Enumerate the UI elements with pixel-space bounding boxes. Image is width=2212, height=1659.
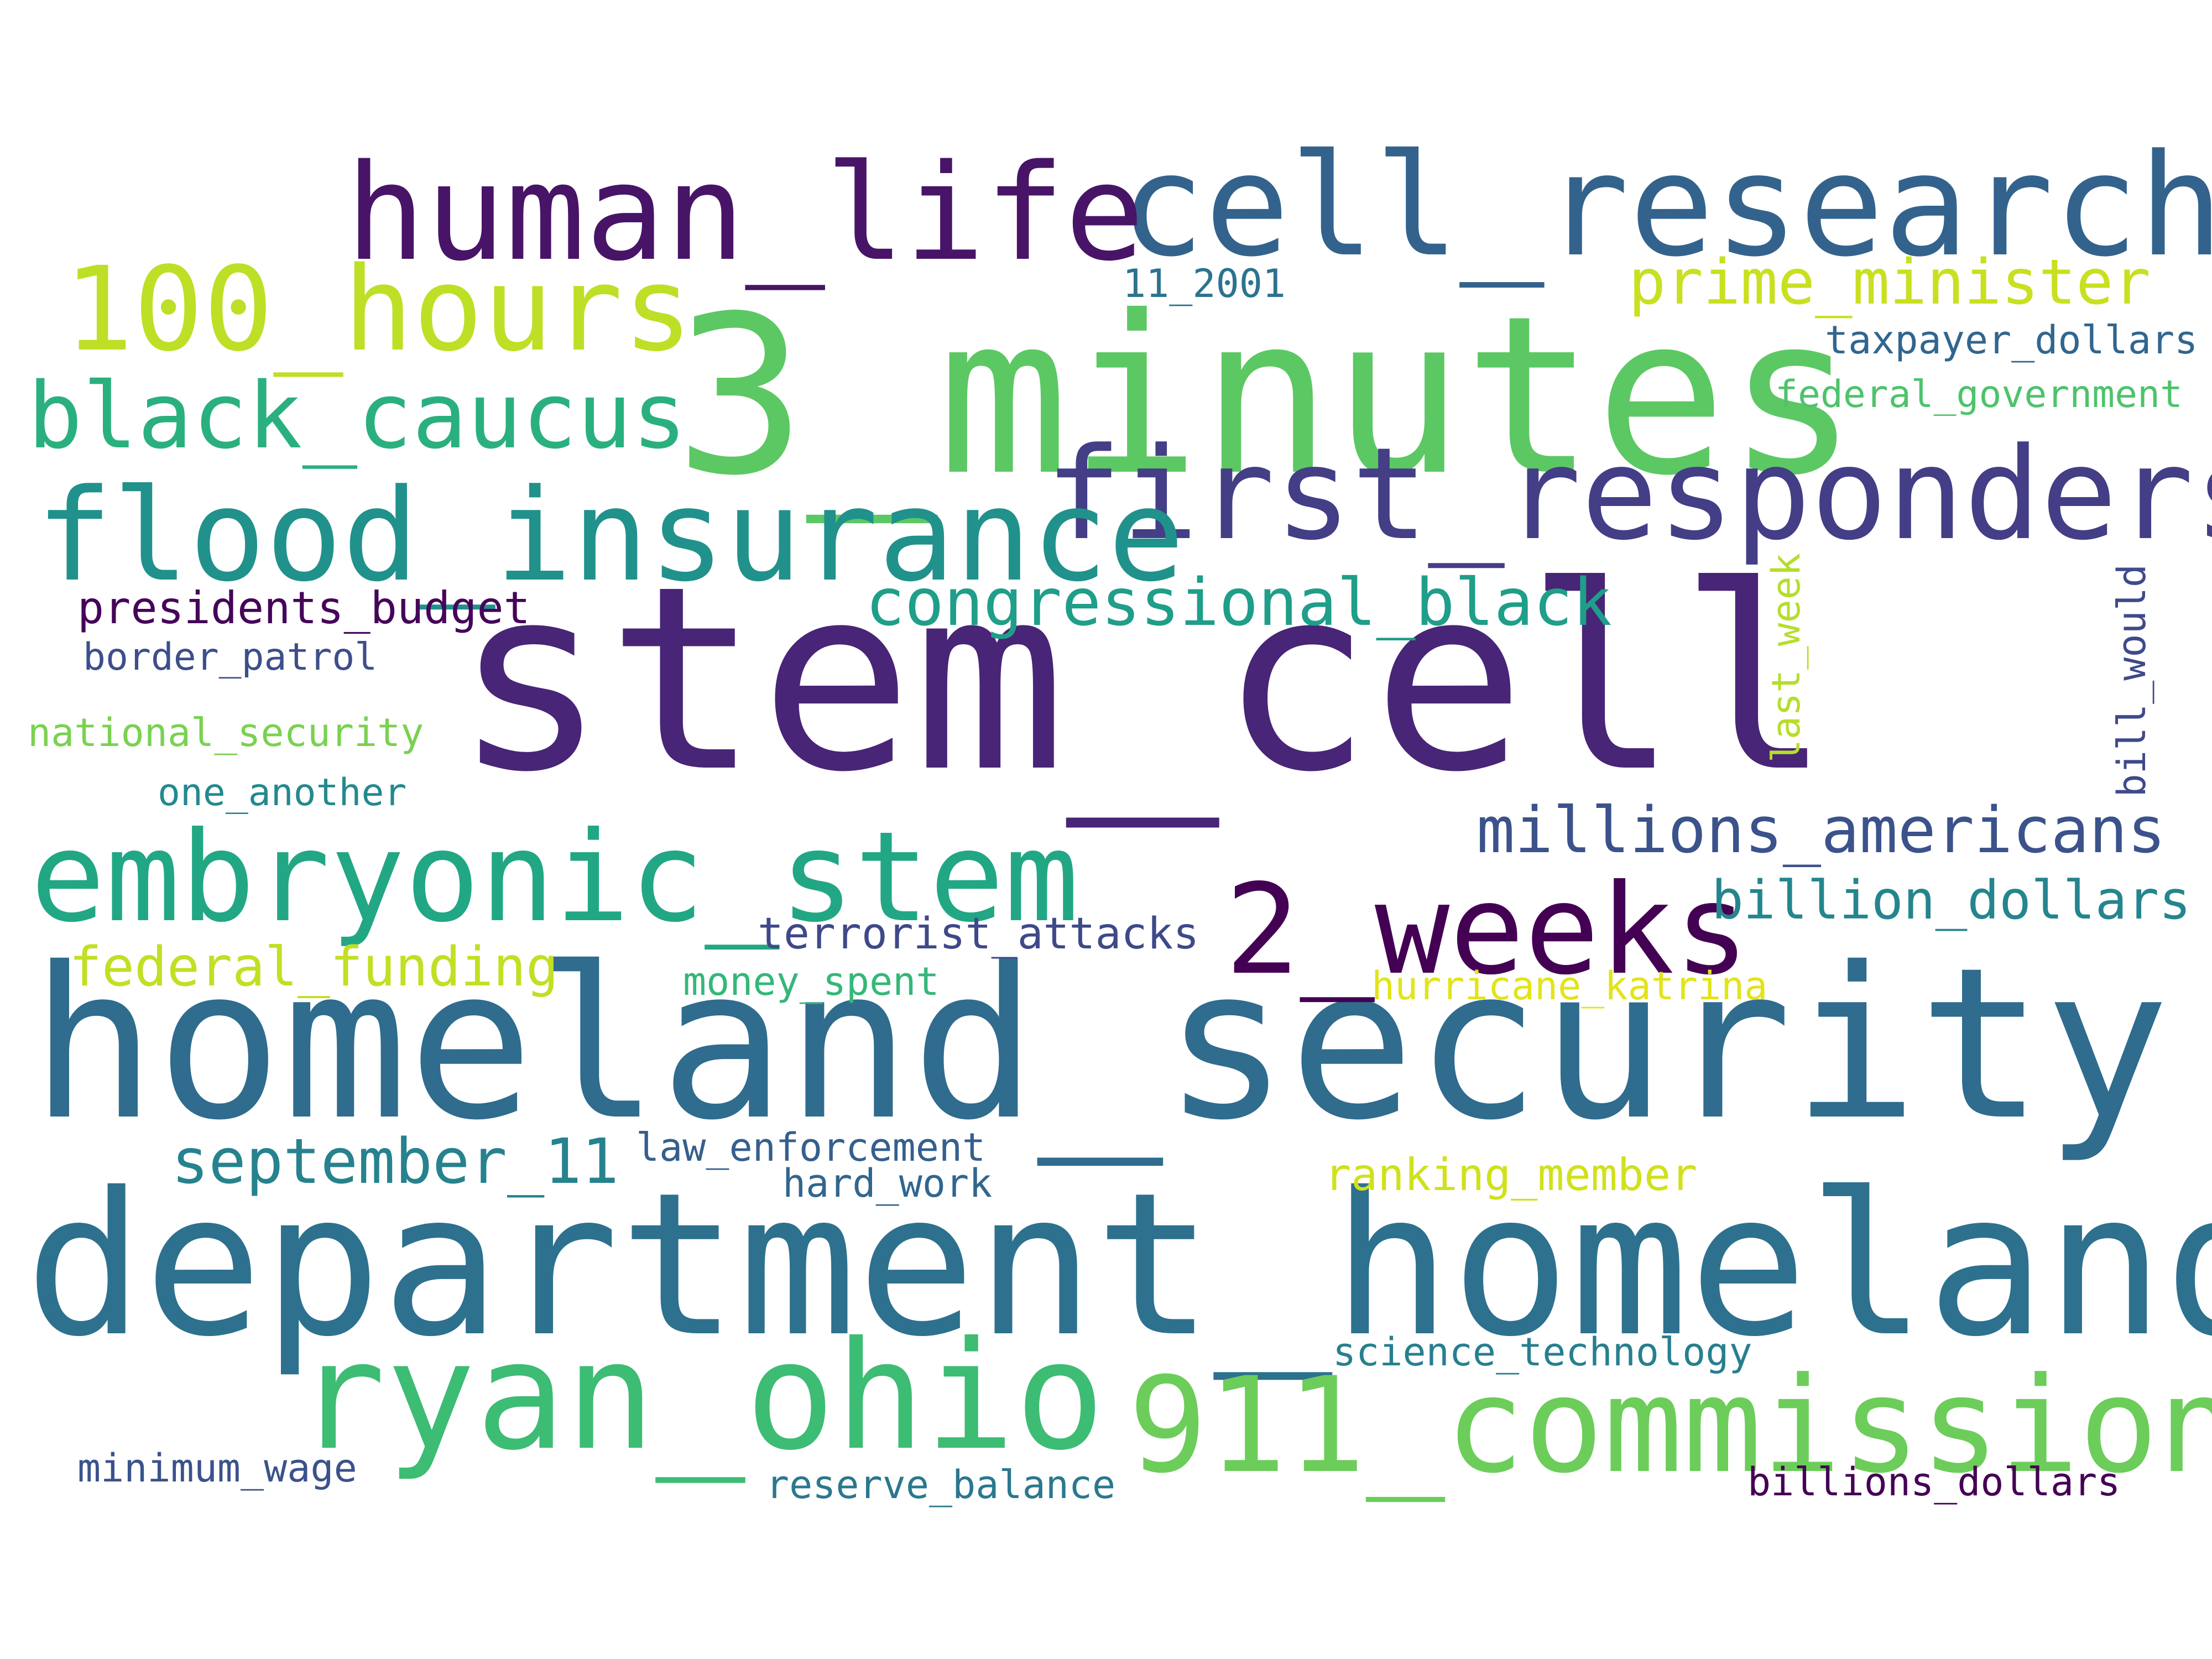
word-flood-insurance: flood_insurance bbox=[36, 462, 1185, 610]
word-billion-dollars: billion_dollars bbox=[1712, 869, 2191, 931]
word-homeland-security: homeland_security bbox=[30, 923, 2170, 1166]
word-minimum-wage: minimum_wage bbox=[77, 1446, 357, 1491]
word-prime-minister: prime_minister bbox=[1629, 247, 2151, 319]
word-911-commission: 911_commission bbox=[1128, 1349, 2212, 1503]
word-federal-government: federal_government bbox=[1775, 373, 2183, 416]
word-ryan-ohio: ryan_ohio bbox=[296, 1309, 1105, 1483]
word-black-caucus: black_caucus bbox=[28, 363, 687, 469]
word-reserve-balance: reserve_balance bbox=[766, 1462, 1116, 1507]
word-ranking-member: ranking_member bbox=[1324, 1149, 1698, 1201]
word-billions-dollars: billions_dollars bbox=[1747, 1459, 2121, 1505]
word-cell-research: cell_research bbox=[1120, 124, 2212, 288]
word-hard-work: hard_work bbox=[782, 1161, 993, 1206]
word-human-life: human_life bbox=[346, 135, 1145, 290]
word-2-weeks: 2_weeks bbox=[1225, 858, 1750, 1003]
word-border-patrol: border_patrol bbox=[83, 635, 378, 679]
word-money-spent: money_spent bbox=[683, 959, 940, 1004]
word-science-technology: science_technology bbox=[1333, 1329, 1752, 1375]
word-taxpayer-dollars: taxpayer_dollars bbox=[1825, 317, 2198, 363]
word-department-homeland: department_homeland bbox=[25, 1151, 2212, 1380]
word-11-2001: 11_2001 bbox=[1123, 261, 1286, 306]
word-3-minutes: 3_minutes bbox=[675, 269, 1859, 524]
word-terrorist-attacks: terrorist_attacks bbox=[758, 909, 1199, 959]
word-presidents-budget: presidents_budget bbox=[77, 582, 530, 634]
word-last-week: last_week bbox=[1764, 553, 1809, 763]
word-law-enforcement: law_enforcement bbox=[636, 1125, 986, 1170]
word-federal-funding: federal_funding bbox=[69, 936, 559, 999]
word-100-hours: 100_hours bbox=[64, 242, 693, 377]
word-national-security: national_security bbox=[28, 710, 424, 755]
word-embryonic-stem: embryonic_stem bbox=[30, 805, 1079, 950]
word-september-11: september_11 bbox=[171, 1126, 619, 1198]
word-congressional-black: congressional_black bbox=[865, 564, 1612, 640]
word-hurricane-katrina: hurricane_katrina bbox=[1371, 963, 1768, 1009]
word-stem-cell: stem_cell bbox=[453, 532, 1832, 828]
word-one-another: one_another bbox=[158, 771, 407, 815]
word-bill-would: bill_would bbox=[2109, 564, 2154, 797]
word-first-responders: first_responders bbox=[1045, 421, 2212, 568]
word-millions-americans: millions_americans bbox=[1477, 794, 2166, 868]
